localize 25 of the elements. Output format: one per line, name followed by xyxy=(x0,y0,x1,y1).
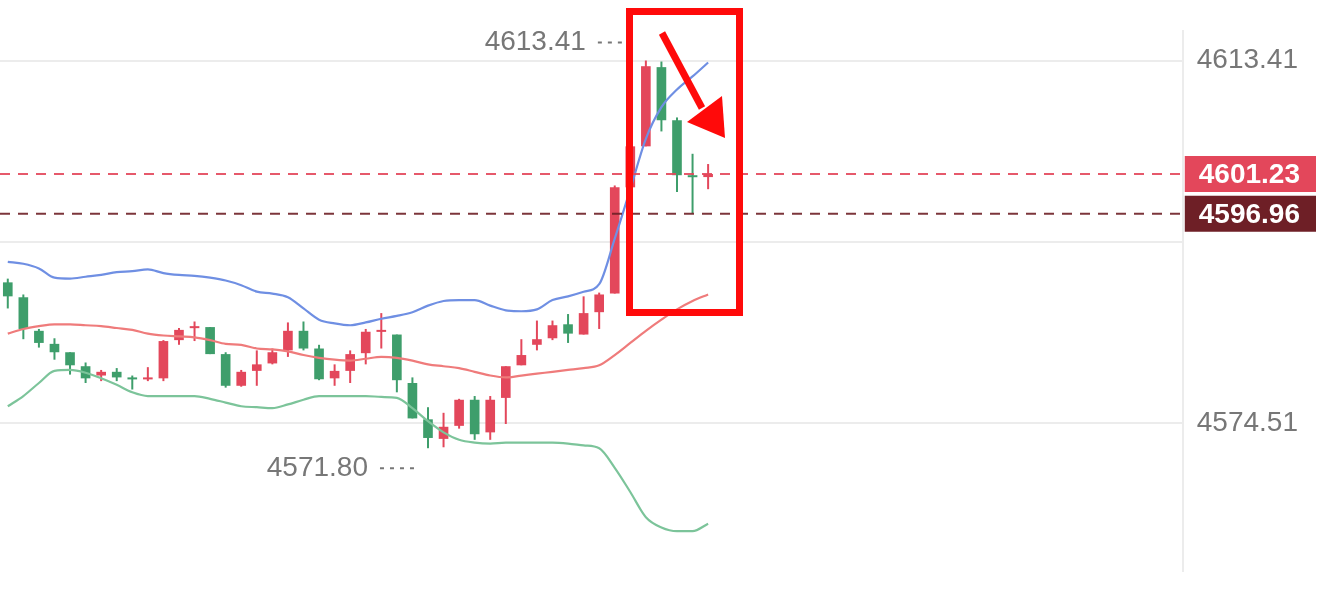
line-series xyxy=(6,293,710,379)
candlestick xyxy=(578,295,589,336)
candlestick xyxy=(594,291,604,330)
candlestick xyxy=(376,312,387,350)
line-series xyxy=(6,61,710,327)
candlestick xyxy=(423,406,433,450)
y-tick-label: 4574.51 xyxy=(1196,405,1299,437)
annotation: 4571.80 xyxy=(266,450,368,482)
line-series xyxy=(6,368,710,533)
annotation: 4613.41 xyxy=(484,25,586,57)
candlestick xyxy=(516,338,527,367)
candlestick xyxy=(360,327,371,366)
candlestick xyxy=(547,319,558,342)
candlestick xyxy=(34,327,44,349)
candlestick xyxy=(298,320,309,352)
ref-line-label: 4601.23 xyxy=(1198,157,1300,189)
candlestick xyxy=(251,349,262,387)
candlestick xyxy=(189,320,200,343)
candlestick xyxy=(2,277,13,310)
candlestick xyxy=(687,152,698,215)
candlestick xyxy=(283,321,293,358)
candlestick xyxy=(563,313,573,344)
candlestick xyxy=(532,319,542,352)
candlestick xyxy=(65,351,75,376)
ref-line-label: 4596.96 xyxy=(1198,197,1300,229)
